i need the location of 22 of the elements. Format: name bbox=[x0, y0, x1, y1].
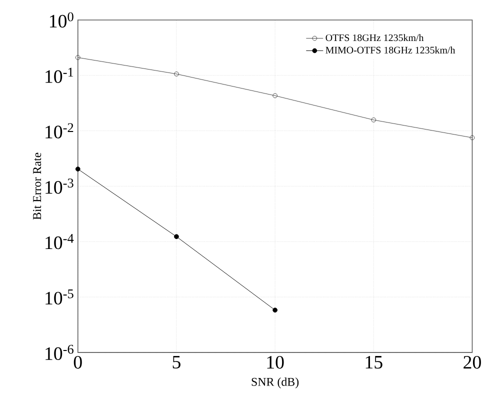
point bbox=[174, 71, 179, 76]
y-axis-title: Bit Error Rate bbox=[33, 152, 42, 220]
y-tick-label: 10$^{-4}$ bbox=[46, 234, 74, 249]
y-tick-label: 10$^{0}$ bbox=[50, 12, 74, 28]
x-axis-title: SNR (dB) bbox=[252, 377, 299, 388]
y-tick-label: 10$^{-3}$ bbox=[46, 178, 74, 194]
point bbox=[75, 166, 80, 172]
y-tick-label: 10$^{-6}$ bbox=[46, 344, 74, 360]
x-tick-label: 15 bbox=[366, 356, 382, 368]
y-tick-label: 10$^{-1}$ bbox=[46, 68, 74, 83]
x-tick-label: 0 bbox=[74, 356, 82, 369]
point bbox=[371, 117, 376, 122]
x-tick-label: 5 bbox=[172, 356, 180, 368]
y-tick-label: 10$^{-2}$ bbox=[46, 123, 74, 138]
x-tick-label: 10 bbox=[267, 356, 284, 369]
point bbox=[272, 308, 278, 312]
legend-label: MIMO-OTFS 18GHz 1235km/h bbox=[326, 46, 456, 54]
x-tick-label: 20 bbox=[464, 356, 481, 369]
y-tick-label: 10$^{-5}$ bbox=[46, 289, 74, 304]
point bbox=[272, 93, 278, 98]
legend-label: OTFS 18GHz 1235km/h bbox=[326, 34, 424, 41]
point bbox=[174, 234, 179, 239]
